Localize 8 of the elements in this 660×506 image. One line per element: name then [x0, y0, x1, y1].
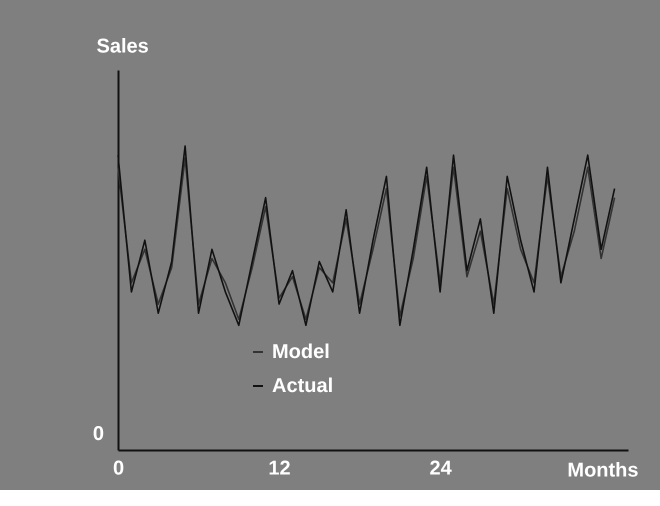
y-axis-title: Sales — [96, 36, 149, 58]
legend-label: Actual — [272, 375, 334, 397]
x-tick-label: 0 — [112, 458, 124, 480]
x-axis-title: Months — [567, 460, 638, 482]
x-tick-label: 12 — [268, 458, 291, 480]
legend-label: Model — [272, 341, 330, 363]
text: 0 — [92, 423, 104, 445]
x-tick-label: 24 — [429, 458, 453, 480]
